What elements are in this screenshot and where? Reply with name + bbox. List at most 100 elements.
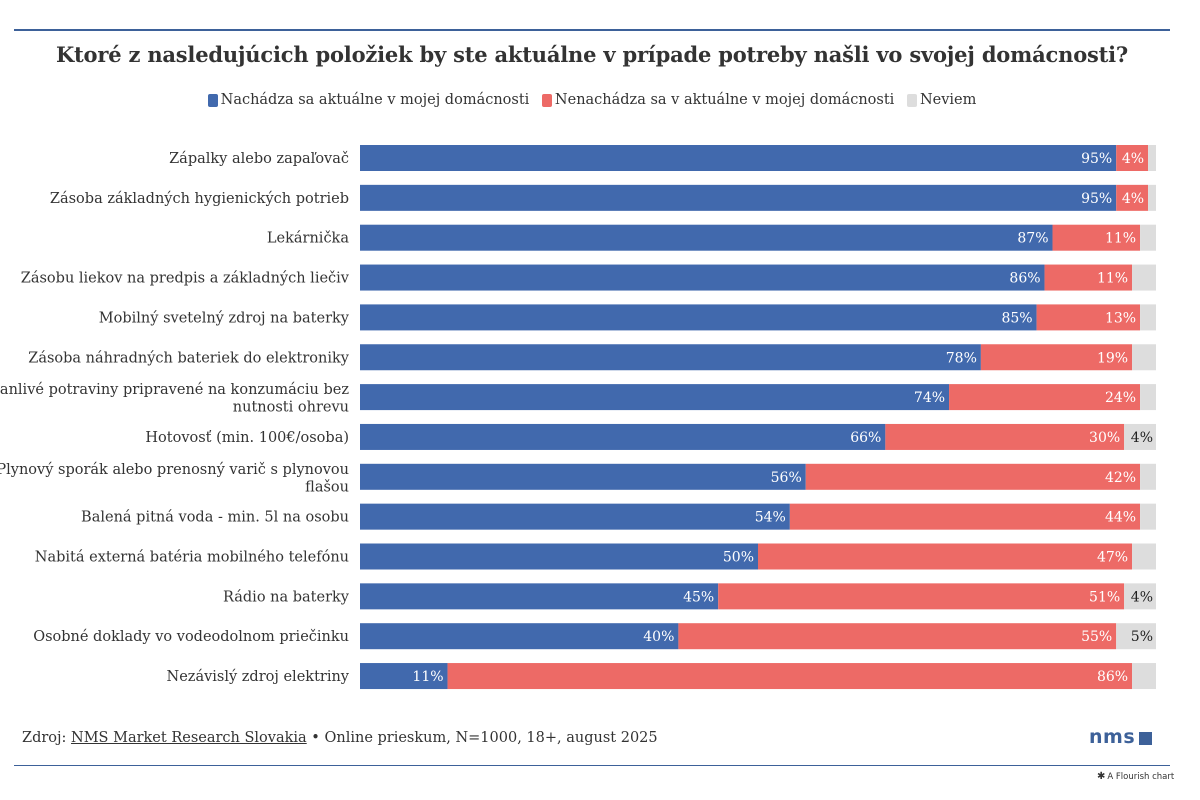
bar-segment-absent[interactable]: [1116, 184, 1149, 211]
legend-label-unknown: Neviem: [919, 92, 977, 108]
legend-swatch-unknown: [906, 93, 917, 107]
data-label: 5%: [1131, 629, 1153, 645]
bar-segment-present[interactable]: [360, 463, 806, 490]
data-label: 50%: [723, 550, 754, 566]
bar-segment-present[interactable]: [360, 344, 981, 371]
bar-segment-absent[interactable]: [1036, 304, 1141, 331]
chart-title: Ktoré z nasledujúcich položiek by ste ak…: [55, 42, 1129, 67]
bar-segment-unknown[interactable]: [1148, 145, 1156, 171]
bar-segment-unknown[interactable]: [1124, 423, 1156, 450]
bar-segment-present[interactable]: [360, 663, 448, 690]
category-label: Rádio na baterky: [223, 589, 350, 605]
top-rule: [14, 29, 1170, 31]
flourish-asterisk-icon: ✱: [1097, 771, 1106, 782]
bar-segment-absent[interactable]: [1052, 224, 1141, 251]
nms-logo: nms: [1089, 726, 1153, 748]
data-label: 55%: [1081, 629, 1112, 645]
data-label: 4%: [1131, 589, 1153, 605]
bar-segment-unknown[interactable]: [1148, 184, 1156, 211]
category-label: Nezávislý zdroj elektriny: [167, 668, 350, 685]
source-link[interactable]: NMS Market Research Slovakia: [71, 730, 307, 746]
data-label: 78%: [946, 350, 977, 366]
data-label: 4%: [1122, 151, 1144, 167]
bar-segment-absent[interactable]: [678, 623, 1117, 650]
bar-segment-unknown[interactable]: [1132, 543, 1156, 570]
bar-segment-unknown[interactable]: [1140, 384, 1156, 411]
category-label: Zásoba základných hygienických potrieb: [50, 190, 349, 207]
bar-segment-unknown[interactable]: [1132, 344, 1156, 371]
flourish-credit[interactable]: ✱ A Flourish chart: [1097, 771, 1174, 782]
data-label: 11%: [412, 669, 443, 685]
bar-segment-present[interactable]: [360, 543, 758, 570]
bar-segment-present[interactable]: [360, 304, 1037, 331]
bar-segment-absent[interactable]: [1116, 145, 1149, 171]
data-label: 95%: [1081, 151, 1112, 167]
nms-logo-square-icon: [1139, 732, 1153, 745]
category-label: Nabitá externá batéria mobilného telefón…: [35, 550, 349, 566]
bar-segment-absent[interactable]: [758, 543, 1133, 570]
bar-segment-absent[interactable]: [718, 583, 1125, 610]
bar-segment-absent[interactable]: [447, 663, 1133, 690]
bar-segment-unknown[interactable]: [1140, 224, 1156, 251]
legend-swatch-present: [207, 93, 218, 107]
source-prefix: Zdroj:: [22, 730, 72, 746]
legend-item-present[interactable]: Nachádza sa aktuálne v mojej domácnosti: [207, 92, 530, 108]
data-label: 45%: [683, 589, 714, 605]
data-label: 44%: [1105, 510, 1136, 526]
data-label: 40%: [643, 629, 674, 645]
data-label: 42%: [1105, 470, 1136, 486]
bar-segment-unknown[interactable]: [1116, 623, 1156, 650]
category-label: Balená pitná voda - min. 5l na osobu: [81, 510, 349, 526]
legend-item-unknown[interactable]: Neviem: [906, 92, 977, 108]
bar-segment-absent[interactable]: [789, 503, 1141, 530]
bar-segment-unknown[interactable]: [1140, 304, 1156, 331]
legend-item-absent[interactable]: Nenachádza sa v aktuálne v mojej domácno…: [541, 92, 895, 108]
source-footer: Zdroj: NMS Market Research Slovakia • On…: [22, 730, 658, 746]
nms-logo-text: nms: [1089, 726, 1136, 748]
bar-segment-present[interactable]: [360, 264, 1045, 291]
bar-segment-absent[interactable]: [885, 423, 1125, 450]
bar-segment-unknown[interactable]: [1140, 463, 1156, 490]
bar-segment-present[interactable]: [360, 184, 1117, 211]
bar-segment-present[interactable]: [360, 384, 950, 411]
data-label: 95%: [1081, 191, 1112, 207]
bar-segment-unknown[interactable]: [1124, 583, 1156, 610]
bar-segment-present[interactable]: [360, 623, 679, 650]
category-label: Mobilný svetelný zdroj na baterky: [99, 309, 350, 326]
bar-segment-present[interactable]: [360, 145, 1117, 171]
data-label: 11%: [1097, 271, 1128, 287]
category-label: Hotovosť (min. 100€/osoba): [145, 430, 349, 446]
data-label: 47%: [1097, 550, 1128, 566]
bar-segment-present[interactable]: [360, 503, 790, 530]
bottom-rule: [14, 765, 1170, 766]
chart-legend: Nachádza sa aktuálne v mojej domácnosti …: [0, 92, 1184, 111]
flourish-credit-text: A Flourish chart: [1107, 771, 1175, 782]
data-label: 86%: [1097, 669, 1128, 685]
bar-segment-unknown[interactable]: [1140, 503, 1156, 530]
bar-segment-absent[interactable]: [980, 344, 1133, 371]
data-label: 4%: [1122, 191, 1144, 207]
legend-label-present: Nachádza sa aktuálne v mojej domácnosti: [220, 92, 530, 108]
bar-segment-absent[interactable]: [1044, 264, 1133, 291]
data-label: 4%: [1131, 430, 1153, 446]
data-label: 87%: [1017, 231, 1048, 247]
data-label: 74%: [914, 390, 945, 406]
bar-segment-present[interactable]: [360, 583, 719, 610]
category-label: Trvanlivé potraviny pripravené na konzum…: [0, 382, 349, 416]
data-label: 13%: [1105, 310, 1136, 326]
bar-segment-present[interactable]: [360, 224, 1053, 251]
data-label: 24%: [1105, 390, 1136, 406]
data-label: 11%: [1105, 231, 1136, 247]
category-label: Plynový sporák alebo prenosný varič s pl…: [0, 461, 349, 496]
data-label: 19%: [1097, 350, 1128, 366]
legend-swatch-absent: [541, 93, 552, 107]
bar-segment-unknown[interactable]: [1132, 264, 1156, 291]
bar-segment-absent[interactable]: [949, 384, 1141, 411]
legend-label-absent: Nenachádza sa v aktuálne v mojej domácno…: [554, 92, 895, 108]
bar-segment-absent[interactable]: [805, 463, 1141, 490]
bar-segment-unknown[interactable]: [1132, 663, 1156, 690]
data-label: 54%: [755, 510, 786, 526]
bar-segment-present[interactable]: [360, 423, 886, 450]
category-label: Osobné doklady vo vodeodolnom priečinku: [33, 629, 349, 645]
source-details: • Online prieskum, N=1000, 18+, august 2…: [306, 730, 658, 746]
